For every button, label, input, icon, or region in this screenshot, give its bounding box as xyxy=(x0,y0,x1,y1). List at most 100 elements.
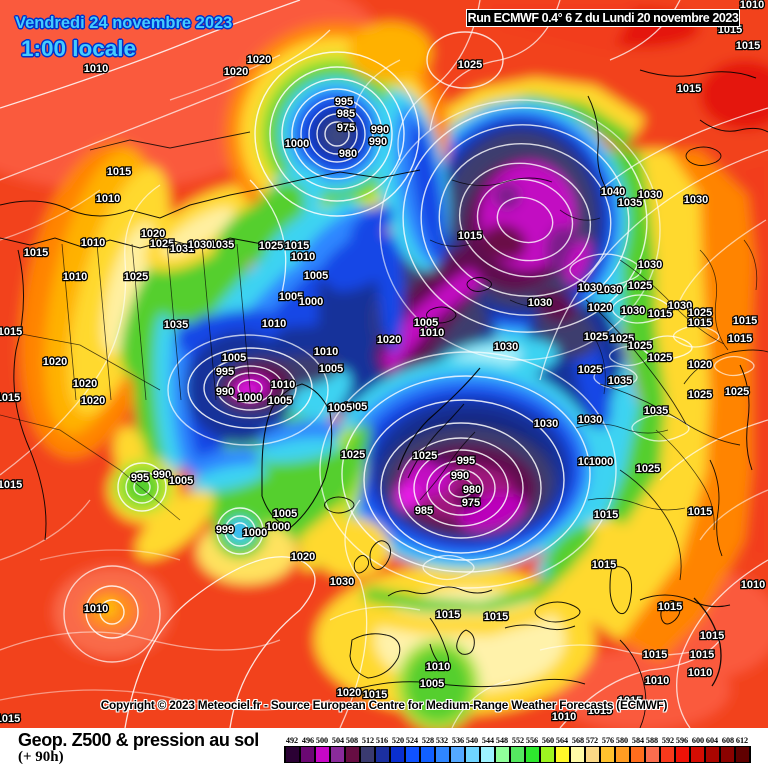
svg-text:600: 600 xyxy=(692,736,704,745)
svg-text:1025: 1025 xyxy=(628,280,652,292)
svg-text:999: 999 xyxy=(216,524,234,536)
svg-text:1025: 1025 xyxy=(458,59,482,71)
svg-text:580: 580 xyxy=(616,736,628,745)
svg-text:995: 995 xyxy=(131,472,149,484)
svg-text:496: 496 xyxy=(302,736,314,745)
svg-text:1010: 1010 xyxy=(96,193,120,205)
svg-text:980: 980 xyxy=(463,484,481,496)
svg-text:1015: 1015 xyxy=(0,479,22,491)
svg-text:1000: 1000 xyxy=(266,521,290,533)
svg-text:1010: 1010 xyxy=(63,271,87,283)
svg-text:1015: 1015 xyxy=(594,509,618,521)
svg-text:1015: 1015 xyxy=(688,506,712,518)
svg-text:1015: 1015 xyxy=(0,713,20,725)
svg-text:1020: 1020 xyxy=(588,302,612,314)
svg-text:975: 975 xyxy=(462,497,480,509)
svg-text:588: 588 xyxy=(646,736,658,745)
svg-text:1000: 1000 xyxy=(299,296,323,308)
svg-text:1015: 1015 xyxy=(700,630,724,642)
svg-text:548: 548 xyxy=(496,736,508,745)
svg-text:1010: 1010 xyxy=(552,711,576,723)
svg-text:1005: 1005 xyxy=(268,395,292,407)
svg-text:1020: 1020 xyxy=(43,356,67,368)
svg-text:572: 572 xyxy=(586,736,598,745)
svg-text:1030: 1030 xyxy=(578,282,602,294)
svg-text:1025: 1025 xyxy=(578,364,602,376)
svg-text:512: 512 xyxy=(362,736,374,745)
svg-text:592: 592 xyxy=(662,736,674,745)
svg-text:1015: 1015 xyxy=(728,333,752,345)
svg-text:1020: 1020 xyxy=(141,228,165,240)
svg-text:1025: 1025 xyxy=(636,463,660,475)
svg-text:990: 990 xyxy=(451,470,469,482)
svg-text:1020: 1020 xyxy=(224,66,248,78)
svg-text:1015: 1015 xyxy=(24,247,48,259)
svg-text:508: 508 xyxy=(346,736,358,745)
svg-text:1030: 1030 xyxy=(528,297,552,309)
svg-text:1020: 1020 xyxy=(337,687,361,699)
svg-text:1010: 1010 xyxy=(262,318,286,330)
svg-text:544: 544 xyxy=(482,736,494,745)
svg-text:560: 560 xyxy=(542,736,554,745)
svg-text:612: 612 xyxy=(736,736,748,745)
svg-text:975: 975 xyxy=(337,122,355,134)
svg-text:492: 492 xyxy=(286,736,298,745)
svg-text:1015: 1015 xyxy=(677,83,701,95)
svg-text:1015: 1015 xyxy=(643,649,667,661)
svg-text:1030: 1030 xyxy=(638,259,662,271)
svg-text:1005: 1005 xyxy=(343,401,367,413)
svg-text:604: 604 xyxy=(706,736,718,745)
svg-text:540: 540 xyxy=(466,736,478,745)
svg-text:1005: 1005 xyxy=(319,363,343,375)
svg-text:1025: 1025 xyxy=(341,449,365,461)
svg-text:990: 990 xyxy=(216,386,234,398)
svg-text:1005: 1005 xyxy=(328,402,352,414)
svg-text:1025: 1025 xyxy=(610,333,634,345)
svg-text:1010: 1010 xyxy=(271,379,295,391)
svg-text:1025: 1025 xyxy=(648,352,672,364)
svg-text:584: 584 xyxy=(632,736,644,745)
svg-text:1035: 1035 xyxy=(608,375,632,387)
svg-text:1015: 1015 xyxy=(0,326,22,338)
svg-text:552: 552 xyxy=(512,736,524,745)
svg-text:1005: 1005 xyxy=(304,270,328,282)
svg-text:1035: 1035 xyxy=(164,319,188,331)
svg-text:985: 985 xyxy=(337,108,355,120)
svg-text:1030: 1030 xyxy=(188,239,212,251)
svg-text:1020: 1020 xyxy=(81,395,105,407)
svg-text:1015: 1015 xyxy=(436,609,460,621)
svg-text:1015: 1015 xyxy=(690,649,714,661)
svg-text:1030: 1030 xyxy=(598,284,622,296)
svg-text:1015: 1015 xyxy=(733,315,757,327)
svg-text:980: 980 xyxy=(339,148,357,160)
svg-text:1020: 1020 xyxy=(377,334,401,346)
svg-text:1025: 1025 xyxy=(413,450,437,462)
svg-text:1000: 1000 xyxy=(243,527,267,539)
svg-text:1015: 1015 xyxy=(736,40,760,52)
svg-text:1005: 1005 xyxy=(420,678,444,690)
svg-text:504: 504 xyxy=(332,736,344,745)
svg-text:1031: 1031 xyxy=(170,243,194,255)
svg-text:990: 990 xyxy=(369,136,387,148)
svg-text:1000: 1000 xyxy=(238,392,262,404)
svg-text:1005: 1005 xyxy=(414,317,438,329)
svg-text:1015: 1015 xyxy=(484,611,508,623)
svg-text:1000: 1000 xyxy=(589,456,613,468)
svg-text:1020: 1020 xyxy=(688,359,712,371)
svg-text:568: 568 xyxy=(572,736,584,745)
svg-text:1025: 1025 xyxy=(725,386,749,398)
svg-text:1035: 1035 xyxy=(618,197,642,209)
svg-text:995: 995 xyxy=(216,366,234,378)
svg-text:1010: 1010 xyxy=(81,237,105,249)
svg-text:1005: 1005 xyxy=(273,508,297,520)
svg-text:528: 528 xyxy=(422,736,434,745)
svg-text:1015: 1015 xyxy=(592,559,616,571)
svg-text:1020: 1020 xyxy=(247,54,271,66)
svg-text:520: 520 xyxy=(392,736,404,745)
svg-text:1010: 1010 xyxy=(314,346,338,358)
svg-text:1010: 1010 xyxy=(645,675,669,687)
svg-text:608: 608 xyxy=(722,736,734,745)
svg-text:500: 500 xyxy=(316,736,328,745)
svg-text:564: 564 xyxy=(556,736,568,745)
svg-text:1015: 1015 xyxy=(363,689,387,701)
